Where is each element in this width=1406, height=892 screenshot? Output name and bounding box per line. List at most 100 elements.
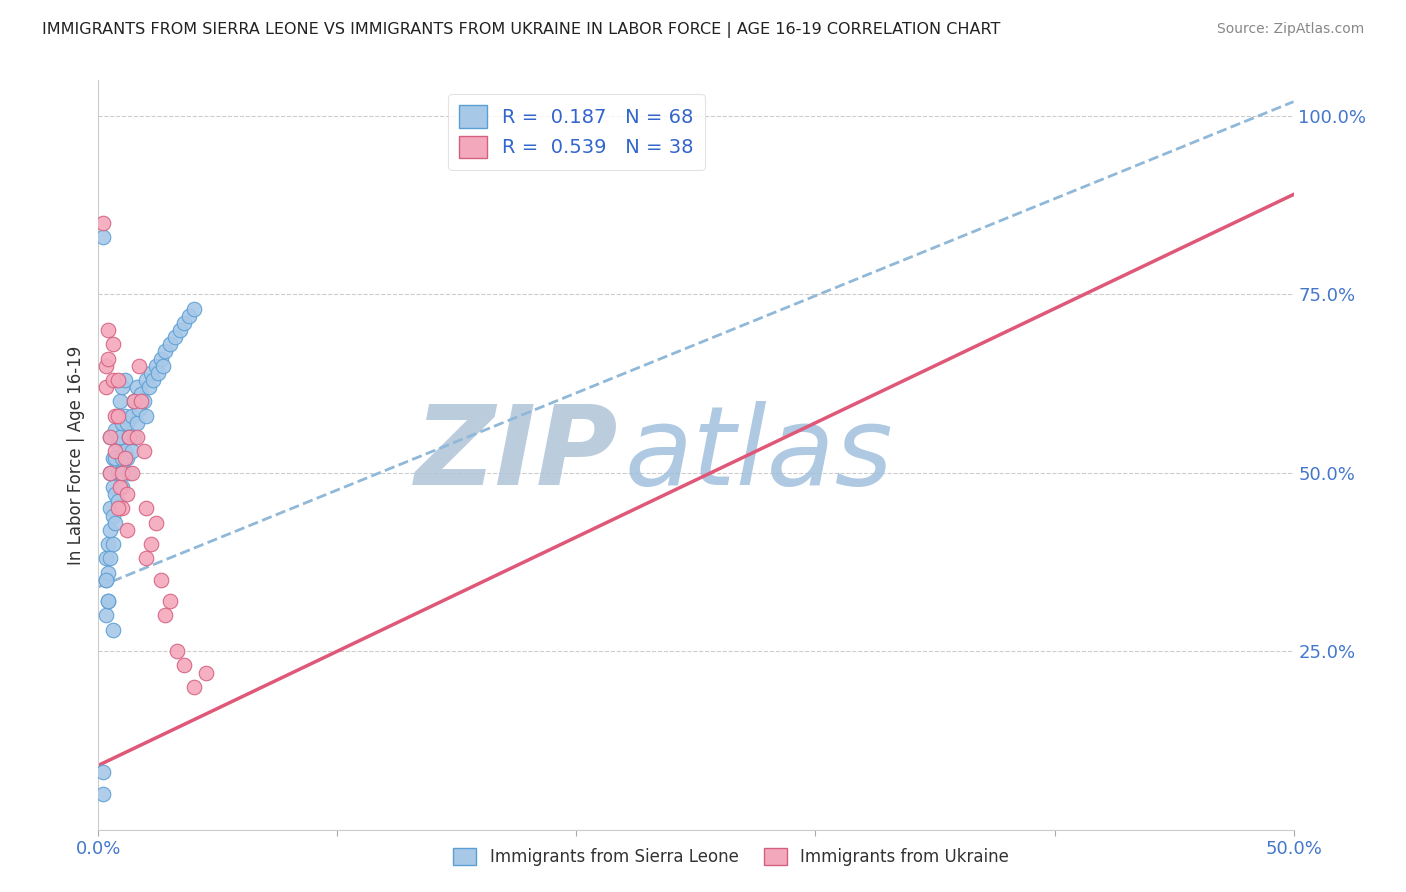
- Point: [94, 608, 117, 623]
- Point: [121, 466, 143, 480]
- Point: [132, 444, 155, 458]
- Point: [131, 394, 153, 409]
- Point: [145, 359, 167, 373]
- Point: [91, 765, 114, 780]
- Point: [114, 451, 136, 466]
- Point: [98, 430, 122, 444]
- Point: [98, 430, 122, 444]
- Text: atlas: atlas: [624, 401, 893, 508]
- Point: [148, 366, 170, 380]
- Point: [183, 680, 205, 694]
- Point: [128, 359, 150, 373]
- Point: [125, 416, 148, 430]
- Point: [104, 451, 127, 466]
- Point: [128, 401, 150, 416]
- Point: [111, 466, 134, 480]
- Point: [108, 394, 131, 409]
- Point: [107, 409, 129, 423]
- Point: [118, 466, 141, 480]
- Point: [108, 480, 131, 494]
- Point: [124, 394, 146, 409]
- Point: [108, 466, 131, 480]
- Point: [111, 451, 134, 466]
- Point: [94, 380, 117, 394]
- Point: [97, 323, 120, 337]
- Point: [139, 366, 162, 380]
- Point: [132, 394, 155, 409]
- Point: [98, 501, 122, 516]
- Legend: Immigrants from Sierra Leone, Immigrants from Ukraine: Immigrants from Sierra Leone, Immigrants…: [444, 840, 1018, 875]
- Point: [114, 409, 136, 423]
- Point: [135, 551, 157, 566]
- Point: [155, 344, 177, 359]
- Point: [98, 466, 122, 480]
- Point: [114, 373, 136, 387]
- Point: [125, 430, 148, 444]
- Point: [104, 487, 127, 501]
- Point: [145, 516, 167, 530]
- Point: [107, 501, 129, 516]
- Point: [149, 573, 172, 587]
- Point: [135, 501, 157, 516]
- Point: [115, 451, 138, 466]
- Point: [111, 480, 134, 494]
- Point: [104, 409, 127, 423]
- Point: [111, 380, 134, 394]
- Point: [195, 665, 218, 680]
- Point: [94, 359, 117, 373]
- Point: [91, 216, 114, 230]
- Point: [169, 323, 191, 337]
- Point: [101, 537, 124, 551]
- Point: [104, 423, 127, 437]
- Point: [142, 373, 165, 387]
- Point: [94, 573, 117, 587]
- Point: [97, 537, 120, 551]
- Point: [115, 487, 138, 501]
- Point: [107, 466, 129, 480]
- Point: [149, 351, 172, 366]
- Point: [121, 444, 143, 458]
- Point: [124, 394, 146, 409]
- Legend: R =  0.187   N = 68, R =  0.539   N = 38: R = 0.187 N = 68, R = 0.539 N = 38: [447, 94, 706, 169]
- Point: [97, 566, 120, 580]
- Point: [159, 337, 181, 351]
- Point: [114, 444, 136, 458]
- Text: Source: ZipAtlas.com: Source: ZipAtlas.com: [1216, 22, 1364, 37]
- Point: [173, 658, 195, 673]
- Point: [107, 494, 129, 508]
- Point: [135, 409, 157, 423]
- Point: [107, 437, 129, 451]
- Point: [94, 573, 117, 587]
- Point: [91, 787, 114, 801]
- Y-axis label: In Labor Force | Age 16-19: In Labor Force | Age 16-19: [66, 345, 84, 565]
- Point: [155, 608, 177, 623]
- Point: [121, 409, 143, 423]
- Point: [108, 430, 131, 444]
- Point: [111, 501, 134, 516]
- Point: [118, 430, 141, 444]
- Point: [118, 430, 141, 444]
- Point: [91, 230, 114, 244]
- Point: [107, 409, 129, 423]
- Point: [138, 380, 160, 394]
- Point: [97, 594, 120, 608]
- Point: [101, 451, 124, 466]
- Point: [107, 373, 129, 387]
- Point: [173, 316, 195, 330]
- Point: [115, 523, 138, 537]
- Point: [152, 359, 174, 373]
- Point: [98, 551, 122, 566]
- Point: [94, 551, 117, 566]
- Point: [163, 330, 186, 344]
- Point: [104, 444, 127, 458]
- Text: ZIP: ZIP: [415, 401, 619, 508]
- Point: [159, 594, 181, 608]
- Point: [101, 623, 124, 637]
- Point: [115, 416, 138, 430]
- Point: [166, 644, 188, 658]
- Point: [97, 594, 120, 608]
- Point: [98, 523, 122, 537]
- Point: [139, 537, 162, 551]
- Point: [179, 309, 201, 323]
- Text: IMMIGRANTS FROM SIERRA LEONE VS IMMIGRANTS FROM UKRAINE IN LABOR FORCE | AGE 16-: IMMIGRANTS FROM SIERRA LEONE VS IMMIGRAN…: [42, 22, 1001, 38]
